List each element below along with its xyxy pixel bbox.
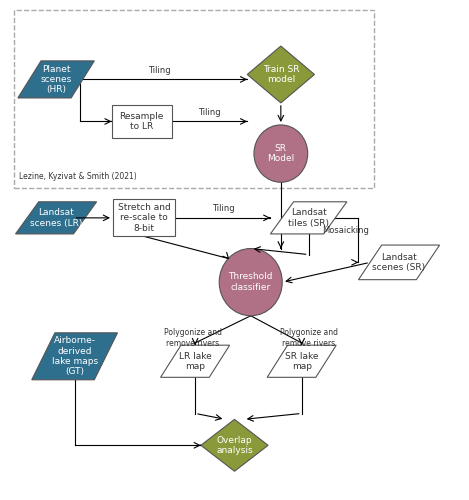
Polygon shape	[358, 245, 439, 280]
Polygon shape	[247, 46, 314, 103]
Bar	[112, 106, 172, 138]
Text: LR lake
map: LR lake map	[179, 352, 212, 371]
Text: Polygonize and
remove rivers: Polygonize and remove rivers	[280, 328, 338, 347]
Text: Landsat
scenes (LR): Landsat scenes (LR)	[30, 208, 82, 228]
Polygon shape	[160, 345, 230, 378]
Text: Polygonize and
remove rivers: Polygonize and remove rivers	[164, 328, 222, 347]
Polygon shape	[267, 345, 336, 378]
Text: Landsat
scenes (SR): Landsat scenes (SR)	[372, 252, 425, 272]
Polygon shape	[18, 61, 94, 98]
Circle shape	[219, 248, 282, 316]
Text: Airborne-
derived
lake maps
(GT): Airborne- derived lake maps (GT)	[52, 336, 98, 376]
Polygon shape	[271, 202, 347, 234]
Text: Stretch and
re-scale to
8-bit: Stretch and re-scale to 8-bit	[118, 203, 171, 233]
Text: Tiling: Tiling	[148, 66, 171, 75]
Polygon shape	[15, 202, 97, 234]
Circle shape	[254, 125, 308, 182]
Text: Landsat
tiles (SR): Landsat tiles (SR)	[288, 208, 329, 228]
Text: SR
Model: SR Model	[267, 144, 295, 164]
Text: Overlap
analysis: Overlap analysis	[216, 436, 253, 455]
Text: Planet
scenes
(HR): Planet scenes (HR)	[40, 64, 72, 94]
Text: Tiling: Tiling	[212, 204, 234, 214]
Text: Tiling: Tiling	[198, 108, 221, 117]
Polygon shape	[201, 420, 268, 472]
Bar	[113, 200, 175, 236]
Text: Lezine, Kyzivat & Smith (2021): Lezine, Kyzivat & Smith (2021)	[19, 172, 137, 181]
Text: Resample
to LR: Resample to LR	[120, 112, 164, 131]
Text: Mosaicking: Mosaicking	[322, 226, 369, 234]
Text: SR lake
map: SR lake map	[285, 352, 318, 371]
Text: Threshold
classifier: Threshold classifier	[228, 272, 273, 292]
Polygon shape	[32, 333, 117, 380]
Bar	[15, 10, 373, 188]
Text: Train SR
model: Train SR model	[263, 65, 299, 84]
